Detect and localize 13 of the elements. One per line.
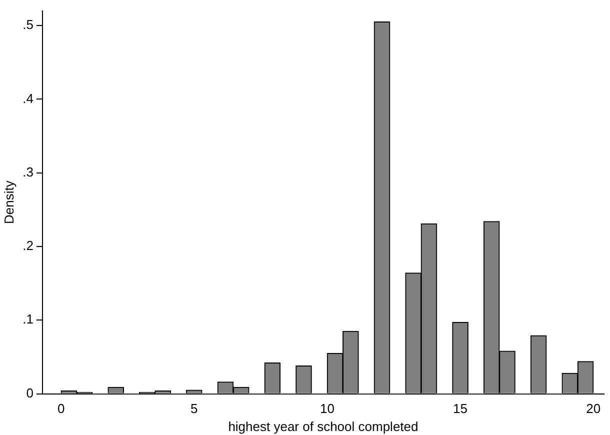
- y-tick-label: 0: [26, 385, 34, 400]
- x-tick-label: 20: [586, 401, 601, 416]
- y-tick-label: .2: [22, 238, 34, 254]
- y-tick-label: .1: [22, 312, 34, 327]
- y-tick-label: .5: [22, 17, 34, 32]
- x-tick-label: 10: [320, 401, 334, 416]
- x-tick-label: 0: [57, 401, 65, 416]
- y-axis-title: Density: [1, 180, 16, 224]
- y-tick-label: .3: [22, 164, 34, 180]
- x-tick-label: 5: [190, 401, 198, 416]
- x-axis-title: highest year of school completed: [228, 418, 418, 434]
- y-tick-label: .4: [22, 90, 34, 106]
- x-tick-label: 15: [453, 401, 468, 416]
